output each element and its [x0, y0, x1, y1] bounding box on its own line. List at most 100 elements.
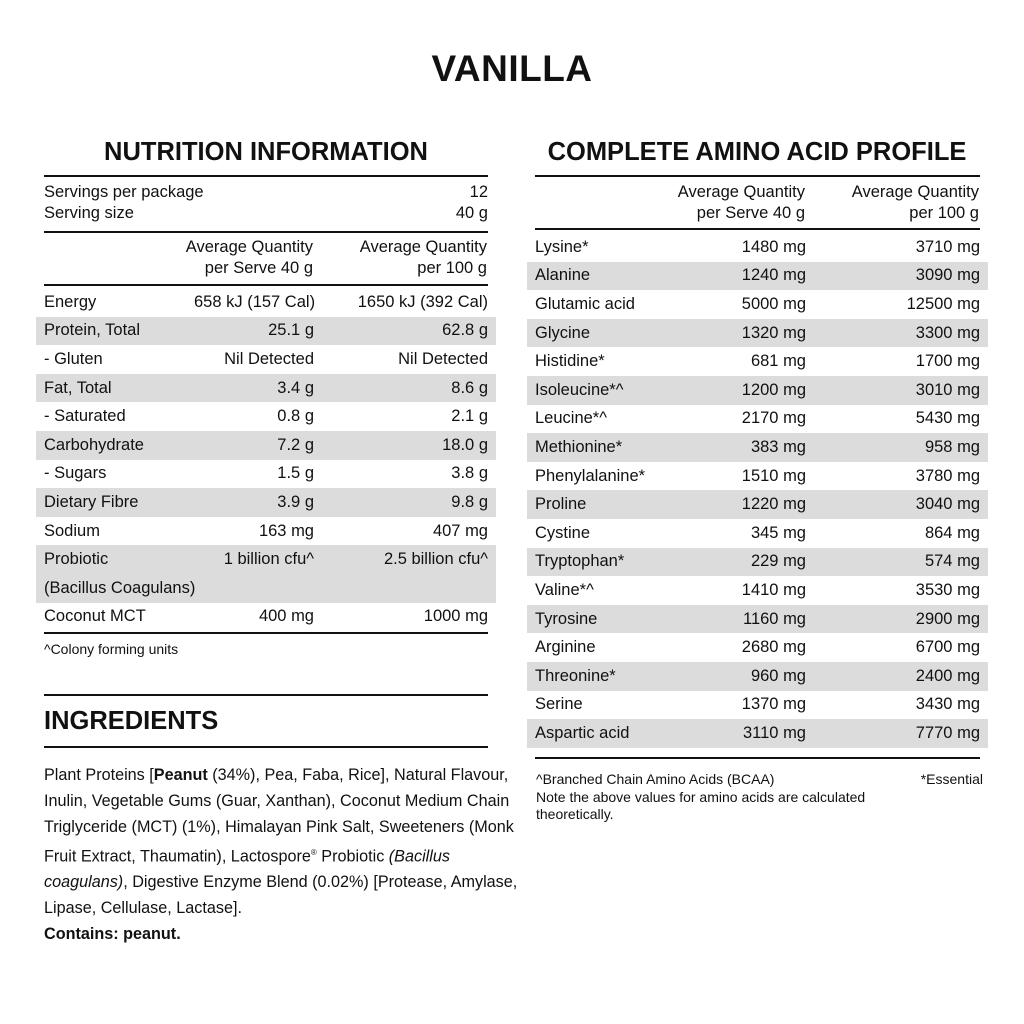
per-100g-value: 5430 mg [915, 409, 980, 428]
row-label: Glutamic acid [535, 294, 635, 313]
essential-footnote: *Essential [920, 771, 983, 787]
table-row: Dietary Fibre 3.9 g 9.8 g [36, 488, 496, 517]
per-serve-value: 3.4 g [277, 378, 314, 397]
row-label: Phenylalanine* [535, 466, 646, 485]
per-serve-value: 1320 mg [741, 323, 806, 342]
per-100g-value: 2.5 billion cfu^ [383, 550, 488, 569]
row-label: Isoleucine*^ [535, 380, 624, 399]
per-100g-value: 1000 mg [423, 607, 488, 626]
product-title: VANILLA [431, 48, 593, 89]
per-serve-value: 1.5 g [277, 464, 314, 483]
divider [44, 175, 488, 177]
ingredients-segment: Peanut [153, 766, 208, 784]
per-serve-value: 1220 mg [741, 495, 806, 514]
row-label: - Gluten [44, 349, 103, 368]
per-serve-value: 1370 mg [741, 695, 806, 714]
table-row: Aspartic acid 3110 mg 7770 mg [527, 719, 988, 748]
row-label: - Sugars [44, 464, 107, 483]
table-row: Valine*^ 1410 mg 3530 mg [527, 576, 988, 605]
table-row: Probiotic 1 billion cfu^ 2.5 billion cfu^ [36, 545, 496, 574]
table-row: Proline 1220 mg 3040 mg [527, 490, 988, 519]
per-serve-value: 25.1 g [268, 321, 314, 340]
row-label: Cystine [535, 523, 591, 542]
table-row: - Saturated 0.8 g 2.1 g [36, 402, 496, 431]
row-label: Carbohydrate [44, 435, 144, 454]
per-100g-value: 3710 mg [915, 237, 980, 256]
table-row: Lysine* 1480 mg 3710 mg [527, 233, 988, 262]
row-label: Lysine* [535, 237, 589, 256]
table-row: Alanine 1240 mg 3090 mg [527, 261, 988, 291]
row-label: (Bacillus Coagulans) [44, 578, 196, 597]
per-100g-value: 3780 mg [915, 466, 980, 485]
per-100g-value: 62.8 g [442, 321, 488, 340]
per-serve-value: 3110 mg [743, 723, 806, 742]
row-label: - Saturated [44, 407, 126, 426]
per-serve-value: 960 mg [750, 666, 806, 685]
per-100g-value: 6700 mg [915, 638, 980, 657]
per-100g-value: 12500 mg [906, 294, 980, 313]
row-label: Histidine* [535, 352, 605, 371]
header-line: per 100 g [909, 204, 979, 222]
table-row: (Bacillus Coagulans) [36, 574, 496, 603]
per-100g-value: 9.8 g [451, 492, 488, 511]
row-label: Serine [535, 695, 583, 714]
header-line: Average Quantity [185, 238, 313, 256]
row-label: Tryptophan* [535, 552, 625, 571]
table-row: Leucine*^ 2170 mg 5430 mg [527, 405, 988, 434]
table-row: Energy 658 kJ (157 Cal) 1650 kJ (392 Cal) [36, 288, 496, 317]
per-serve-value: 681 mg [750, 352, 806, 371]
table-row: Threonine* 960 mg 2400 mg [527, 662, 988, 691]
row-label: Methionine* [535, 437, 623, 456]
amino-col2-header: Average Quantity per 100 g [805, 182, 979, 224]
table-row: Tyrosine 1160 mg 2900 mg [527, 604, 988, 634]
table-row: Fat, Total 3.4 g 8.6 g [36, 373, 496, 403]
row-label: Valine*^ [535, 580, 594, 599]
per-serve-value: 658 kJ (157 Cal) [194, 292, 316, 311]
divider [44, 231, 488, 233]
divider [535, 175, 980, 177]
serving-size-label: Serving size [44, 204, 134, 222]
per-serve-value: 1240 mg [741, 266, 806, 285]
table-row: Tryptophan* 229 mg 574 mg [527, 547, 988, 577]
ingredients-segment: Plant Proteins [ [44, 766, 154, 784]
per-serve-value: 163 mg [258, 521, 314, 540]
header-line: per Serve 40 g [696, 204, 805, 222]
header-line: Average Quantity [359, 238, 487, 256]
per-100g-value: Nil Detected [398, 349, 488, 368]
table-row: Glutamic acid 5000 mg 12500 mg [527, 290, 988, 319]
per-100g-value: 407 mg [432, 521, 488, 540]
amino-note: Note the above values for amino acids ar… [536, 788, 866, 823]
nutrition-col2-header: Average Quantity per 100 g [313, 237, 487, 279]
header-line: per 100 g [417, 259, 487, 277]
per-100g-value: 2900 mg [915, 609, 980, 628]
per-serve-value: 2170 mg [741, 409, 806, 428]
row-label: Proline [535, 495, 587, 514]
table-row: Arginine 2680 mg 6700 mg [527, 633, 988, 662]
table-row: Carbohydrate 7.2 g 18.0 g [36, 431, 496, 460]
per-serve-value: 1480 mg [741, 237, 806, 256]
bcaa-footnote: ^Branched Chain Amino Acids (BCAA) [536, 771, 775, 787]
header-line: per Serve 40 g [204, 259, 313, 277]
per-serve-value: 1200 mg [741, 380, 806, 399]
per-serve-value: 345 mg [750, 523, 806, 542]
amino-heading: COMPLETE AMINO ACID PROFILE [547, 138, 967, 166]
amino-col1-header: Average Quantity per Serve 40 g [630, 182, 805, 224]
ingredients-segment: ® [310, 848, 317, 857]
per-serve-value: 1510 mg [741, 466, 806, 485]
per-100g-value: 18.0 g [442, 435, 488, 454]
per-serve-value: 400 mg [258, 607, 314, 626]
serving-size-value: 40 g [455, 204, 488, 222]
row-label: Alanine [535, 266, 591, 285]
row-label: Probiotic [44, 550, 109, 569]
row-label: Arginine [535, 638, 596, 657]
ingredients-text: Plant Proteins [Peanut (34%), Pea, Faba,… [44, 762, 524, 947]
ingredients-segment: , Digestive Enzyme Blend (0.02%) [Protea… [44, 873, 518, 918]
row-label: Dietary Fibre [44, 492, 139, 511]
row-label: Protein, Total [44, 321, 141, 340]
per-100g-value: 864 mg [924, 523, 980, 542]
table-row: Serine 1370 mg 3430 mg [527, 691, 988, 720]
per-serve-value: 1 billion cfu^ [223, 550, 314, 569]
per-100g-value: 3300 mg [915, 323, 980, 342]
per-100g-value: 3530 mg [915, 580, 980, 599]
